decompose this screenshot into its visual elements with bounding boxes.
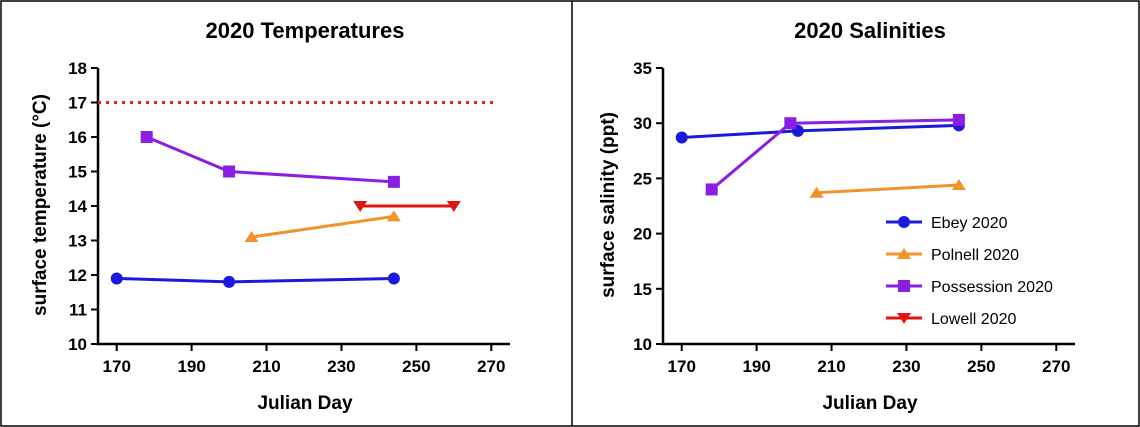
salinity-chart-title: 2020 Salinities xyxy=(794,18,946,43)
salinity-series-possession xyxy=(705,113,965,196)
temperature-y-tick-label: 18 xyxy=(68,59,87,78)
legend-possession-marker xyxy=(898,280,910,292)
salinity-ebey-point xyxy=(675,131,688,144)
temperature-ebey-point xyxy=(387,272,400,285)
legend-lowell-label: Lowell 2020 xyxy=(931,311,1017,328)
salinity-x-tick-label: 230 xyxy=(892,357,920,376)
temperature-y-tick-label: 17 xyxy=(68,94,87,113)
salinity-y-tick-label: 35 xyxy=(633,59,652,78)
temperature-polnell-point xyxy=(244,231,259,243)
salinity-possession-point xyxy=(784,117,797,130)
temperature-y-tick-label: 16 xyxy=(68,128,87,147)
salinity-polnell-point xyxy=(951,179,966,191)
temperature-series-possession xyxy=(140,131,400,188)
temperature-x-tick-label: 270 xyxy=(477,357,505,376)
salinity-y-tick-label: 30 xyxy=(633,114,652,133)
salinity-possession-point xyxy=(952,113,965,126)
legend-possession-label: Possession 2020 xyxy=(931,279,1053,296)
salinity-y-tick-label: 15 xyxy=(633,280,652,299)
salinity-panel: 2020 Salinities Julian Day surface salin… xyxy=(598,18,1075,414)
temperature-x-tick-label: 250 xyxy=(402,357,430,376)
salinity-y-tick-label: 20 xyxy=(633,225,652,244)
temperature-x-tick-label: 170 xyxy=(103,357,131,376)
salinity-x-axis-label: Julian Day xyxy=(822,393,917,414)
temperature-series-polnell xyxy=(244,210,401,243)
temperature-y-tick-label: 15 xyxy=(68,163,87,182)
temperature-y-tick-label: 11 xyxy=(69,301,87,320)
temperature-chart-title: 2020 Temperatures xyxy=(206,18,405,43)
legend-item-lowell: Lowell 2020 xyxy=(886,311,1017,328)
legend-ebey-label: Ebey 2020 xyxy=(931,215,1008,232)
temperature-x-tick-label: 190 xyxy=(177,357,205,376)
temperature-lowell-point xyxy=(446,201,461,212)
legend-polnell-marker xyxy=(897,248,911,259)
salinity-possession-point xyxy=(705,183,718,196)
temperature-x-tick-label: 230 xyxy=(327,357,355,376)
temperature-possession-point xyxy=(387,175,400,188)
legend-ebey-marker xyxy=(898,216,910,228)
salinity-x-tick-label: 250 xyxy=(967,357,995,376)
salinity-legend: Ebey 2020 Polnell 2020 Possession 2020 Lowe… xyxy=(886,215,1053,328)
temperature-y-tick-label: 14 xyxy=(68,197,87,216)
legend-item-possession: Possession 2020 xyxy=(886,279,1053,296)
legend-item-ebey: Ebey 2020 xyxy=(886,215,1008,232)
salinity-y-tick-label: 10 xyxy=(633,335,652,354)
salinity-y-tick-label: 25 xyxy=(633,169,652,188)
salinity-series-polnell xyxy=(809,179,966,198)
temperature-y-tick-label: 13 xyxy=(68,232,87,251)
temperature-series-ebey xyxy=(110,272,400,288)
legend-lowell-marker xyxy=(897,313,911,324)
salinity-x-tick-label: 190 xyxy=(742,357,770,376)
salinity-y-axis-label: surface salinity (ppt) xyxy=(598,112,619,298)
temperature-polnell-point xyxy=(386,210,401,222)
salinity-polnell-line xyxy=(816,183,959,195)
temperature-possession-point xyxy=(140,131,153,143)
temperature-x-tick-label: 210 xyxy=(252,357,280,376)
temperature-plot-area: 10 11 12 13 14 15 16 17 18 170 190 210 230 250 270 xyxy=(68,59,510,376)
legend-item-polnell: Polnell 2020 xyxy=(886,247,1019,264)
temperature-ebey-point xyxy=(223,275,236,288)
legend-polnell-label: Polnell 2020 xyxy=(931,247,1019,264)
salinity-x-tick-label: 270 xyxy=(1042,357,1070,376)
temperature-possession-point xyxy=(223,165,236,178)
salinity-x-tick-label: 170 xyxy=(668,357,696,376)
temperature-lowell-point xyxy=(353,201,368,212)
salinity-x-tick-label: 210 xyxy=(817,357,845,376)
temperature-ebey-point xyxy=(110,272,123,285)
temperature-y-tick-label: 12 xyxy=(68,266,87,285)
temperature-series-lowell xyxy=(353,201,461,212)
temperature-panel: 2020 Temperatures Julian Day surface tem… xyxy=(30,18,510,414)
temperature-polnell-line xyxy=(251,214,395,239)
temperature-y-axis-label: surface temperature (°C) xyxy=(30,94,51,316)
salinity-polnell-point xyxy=(809,186,824,198)
temperature-x-axis-label: Julian Day xyxy=(257,393,352,414)
salinity-plot-area: 10 15 20 25 30 35 170 190 210 230 250 270 xyxy=(633,59,1075,376)
temperature-y-tick-label: 10 xyxy=(68,335,87,354)
